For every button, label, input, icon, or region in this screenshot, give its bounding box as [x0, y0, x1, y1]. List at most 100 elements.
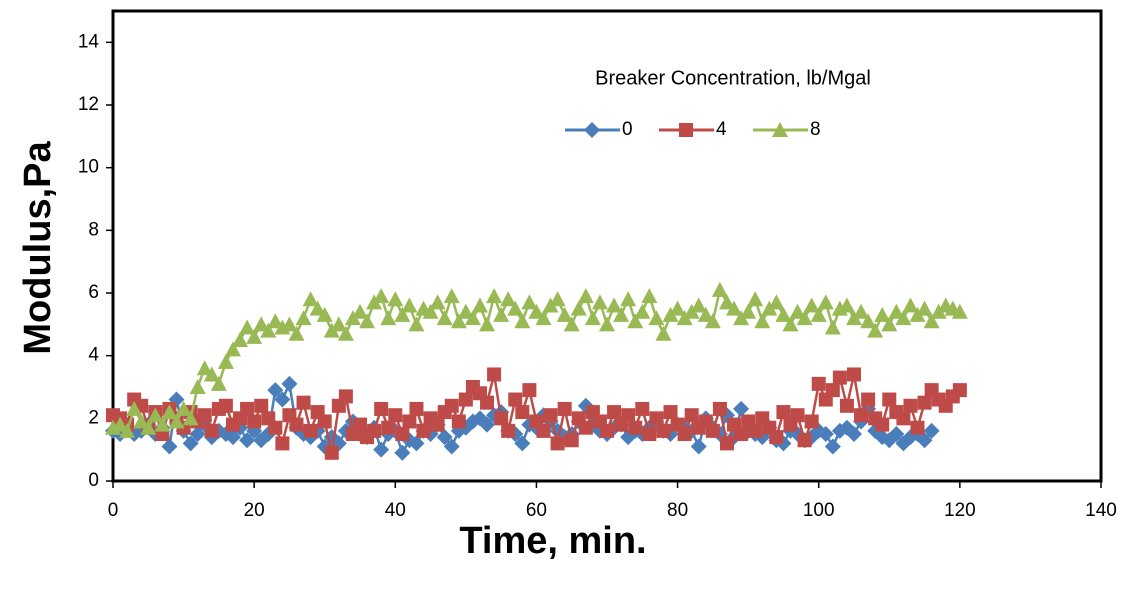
data-point	[656, 423, 671, 438]
legend-title: Breaker Concentration, lb/Mgal	[595, 67, 871, 89]
data-point	[817, 426, 834, 442]
y-tick-label: 12	[78, 94, 99, 115]
data-point	[112, 416, 129, 432]
data-point	[825, 383, 840, 398]
data-point	[521, 294, 538, 310]
data-point	[543, 408, 558, 423]
data-point	[621, 408, 636, 423]
data-point	[337, 325, 354, 341]
data-point	[853, 303, 870, 319]
data-point	[697, 306, 714, 322]
data-point	[204, 423, 219, 438]
data-point	[224, 429, 241, 446]
data-point	[550, 436, 565, 451]
data-point	[254, 398, 269, 413]
data-point	[494, 411, 509, 426]
data-point	[704, 313, 721, 329]
data-point	[748, 423, 763, 438]
data-point	[557, 401, 572, 416]
data-point	[952, 383, 967, 398]
data-point	[740, 303, 757, 319]
data-point	[824, 319, 841, 335]
data-point	[684, 408, 699, 423]
data-point	[479, 316, 496, 332]
data-point	[790, 408, 805, 423]
data-point	[409, 401, 424, 416]
data-point	[817, 294, 834, 310]
data-point	[649, 411, 664, 426]
data-point	[549, 291, 566, 307]
data-point	[584, 310, 601, 326]
data-point	[126, 400, 143, 416]
data-point	[422, 303, 439, 319]
legend-label: 0	[622, 119, 633, 140]
data-point	[373, 441, 390, 458]
data-point	[450, 313, 467, 329]
x-axis-title: Time, min.	[459, 520, 646, 562]
y-tick-label: 6	[88, 282, 99, 303]
data-point	[330, 316, 347, 332]
data-point	[401, 297, 418, 313]
legend-label: 4	[716, 119, 727, 140]
data-point	[556, 306, 573, 322]
data-point	[154, 416, 171, 432]
x-tick-label: 120	[944, 500, 976, 521]
data-point	[232, 332, 249, 347]
data-point	[182, 435, 199, 452]
data-point	[734, 427, 749, 441]
data-point	[493, 306, 510, 322]
y-tick-label: 8	[88, 219, 99, 240]
data-point	[367, 423, 382, 438]
data-point	[514, 435, 531, 452]
data-point	[359, 313, 376, 329]
data-point	[430, 417, 445, 432]
data-point	[782, 316, 799, 332]
data-point	[754, 313, 771, 329]
data-point	[147, 407, 164, 423]
data-point	[951, 303, 968, 319]
data-point	[388, 408, 403, 423]
data-point	[395, 427, 410, 441]
data-point	[635, 401, 650, 416]
data-point	[281, 375, 298, 392]
data-point	[240, 401, 255, 416]
data-point	[677, 427, 692, 441]
data-point	[522, 383, 537, 398]
data-point	[528, 303, 545, 319]
data-point	[288, 325, 305, 341]
y-axis-title: Modulus,Pa	[17, 141, 59, 355]
data-point	[324, 445, 339, 460]
data-point	[189, 379, 206, 394]
data-point	[832, 370, 847, 385]
data-point	[402, 414, 417, 429]
data-point	[253, 316, 270, 332]
data-point	[458, 392, 473, 407]
x-tick-label: 40	[385, 500, 406, 521]
data-point	[281, 316, 298, 332]
data-point	[861, 392, 876, 407]
data-point	[119, 422, 136, 438]
legend-marker	[679, 123, 693, 137]
data-point	[747, 291, 764, 307]
y-tick-label: 0	[88, 470, 99, 491]
data-point	[479, 416, 496, 433]
data-point	[140, 419, 157, 435]
data-point	[302, 291, 319, 307]
data-point	[239, 432, 256, 449]
x-tick-label: 140	[1085, 500, 1117, 521]
data-point	[394, 444, 411, 461]
data-point	[578, 420, 593, 435]
data-point	[916, 432, 933, 449]
data-point	[797, 433, 812, 448]
data-point	[648, 310, 665, 326]
data-point	[881, 316, 898, 332]
data-point	[507, 300, 524, 316]
y-tick-label: 4	[88, 345, 99, 366]
data-point	[260, 322, 277, 338]
data-point	[380, 310, 397, 326]
data-point	[768, 294, 785, 310]
data-point	[634, 303, 651, 319]
data-point	[374, 401, 389, 416]
data-point	[669, 300, 686, 316]
